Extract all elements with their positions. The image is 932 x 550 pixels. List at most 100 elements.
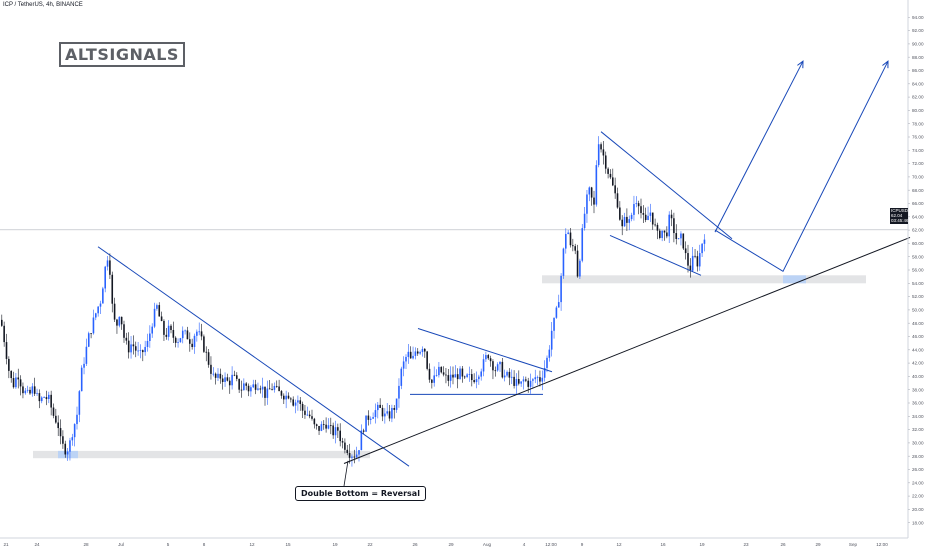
candle-body [698,253,701,267]
candle-body [569,232,572,246]
candle-body [172,329,175,338]
candle-body [97,306,99,314]
candle-body [55,415,57,423]
candle-body [623,216,626,227]
candle-body [445,374,447,376]
candle-body [351,456,353,458]
y-tick-label: 60.00 [912,241,924,246]
candle-body [386,411,388,414]
candle-body [546,357,548,368]
candle-body [435,375,438,376]
y-tick-label: 20.00 [912,507,924,512]
candle-body [179,338,182,343]
x-tick-label: 12 [249,542,255,547]
candle-body [297,400,299,403]
candle-body [637,203,640,207]
candle-body [87,333,90,347]
candle-body [151,326,153,334]
candle-body [536,377,539,378]
candle-body [388,411,391,419]
candle-body [142,350,144,353]
candle-body [146,340,149,347]
candle-body [379,404,381,408]
candle-body [607,168,609,174]
candle-body [478,376,480,380]
candle-body [26,389,29,391]
candle-body [513,376,515,386]
candle-body [156,305,158,309]
candle-body [149,333,151,341]
candle-body [73,424,76,438]
candle-body [553,317,555,331]
candle-body [268,388,271,390]
candle-body [402,361,405,369]
x-tick-label: 23 [743,542,749,547]
candle-body [543,367,546,378]
candle-body [508,371,511,378]
candle-body [214,373,217,378]
x-tick-label: 24 [34,542,40,547]
y-tick-label: 76.00 [912,135,924,140]
candle-body [71,437,74,441]
x-tick-label: 26 [780,542,786,547]
candle-body [325,424,327,429]
candle-body [322,424,325,426]
candle-body [158,305,161,317]
y-tick-label: 84.00 [912,81,924,86]
candle-body [447,375,450,381]
candle-body [15,377,17,388]
candle-body [421,348,424,353]
candle-body [90,333,92,335]
candle-body [238,378,240,390]
candle-body [102,288,104,304]
candle-body [515,379,518,386]
candle-body [24,390,27,394]
logo: ALTSIGNALS [59,42,185,67]
candle-body [104,266,106,289]
candle-body [468,374,471,375]
candle-body [196,331,198,336]
candle-body [205,351,208,353]
candle-body [593,197,595,205]
candle-body [254,384,257,390]
candle-body [306,414,309,416]
last-price-tag: ICPUSDT 62.04 03:45:46 [890,208,908,224]
candle-body [628,219,631,223]
y-tick-label: 86.00 [912,68,924,73]
candle-body [459,368,461,380]
candle-body [616,193,619,208]
candle-body [271,389,273,390]
candle-body [362,430,365,432]
candle-body [428,368,431,380]
projection-path [714,60,889,273]
candle-body [311,416,313,419]
candle-body [31,386,34,394]
candle-body [236,375,238,379]
x-tick-label: 26 [412,542,418,547]
candle-body [38,393,41,402]
candle-body [109,260,111,275]
candle-body [360,430,363,451]
candle-body [522,379,525,382]
candle-body [299,400,302,404]
y-tick-label: 80.00 [912,108,924,113]
x-tick-label: 29 [448,542,454,547]
candle-body [139,350,142,351]
candle-body [348,452,351,458]
candle-body [609,173,612,178]
candle-body [461,368,464,377]
candle-body [381,407,384,417]
x-tick-label: 28 [83,542,89,547]
candle-body [586,194,588,214]
candle-body [50,394,52,408]
candle-body [273,385,276,390]
x-tick-label: Aug [483,542,492,547]
candle-body [395,398,398,410]
candle-body [541,377,544,382]
candle-body [95,313,97,318]
x-tick-label: Sep [849,542,858,547]
y-tick-label: 54.00 [912,281,924,286]
candle-body [621,219,623,227]
candle-body [181,330,184,339]
